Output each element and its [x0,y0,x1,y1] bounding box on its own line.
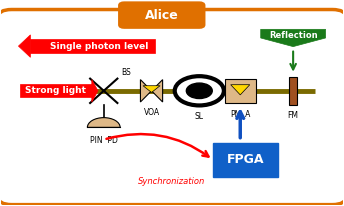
Circle shape [186,83,212,98]
FancyBboxPatch shape [213,143,278,177]
Wedge shape [87,118,120,127]
Text: FM: FM [288,111,299,120]
Polygon shape [143,86,160,92]
Circle shape [175,76,224,105]
Text: Strong light: Strong light [25,86,86,95]
FancyBboxPatch shape [0,9,344,205]
Polygon shape [225,79,256,103]
Text: PM_A: PM_A [230,109,250,118]
FancyArrowPatch shape [106,134,208,157]
Polygon shape [30,40,155,53]
Polygon shape [261,29,325,47]
Polygon shape [19,35,30,57]
Polygon shape [151,80,163,102]
Text: SL: SL [195,111,204,121]
Text: Synchronization: Synchronization [138,177,206,186]
Polygon shape [231,85,250,95]
Text: PIN  PD: PIN PD [90,136,118,145]
Polygon shape [140,80,151,102]
Polygon shape [92,80,98,102]
Text: FPGA: FPGA [227,153,264,166]
Polygon shape [20,84,92,97]
Text: BS: BS [121,68,131,77]
Text: Reflection: Reflection [269,32,318,40]
FancyBboxPatch shape [119,2,204,28]
Text: VOA: VOA [143,108,160,117]
Text: Single photon level: Single photon level [50,42,149,51]
Text: Alice: Alice [145,9,179,22]
Polygon shape [289,77,297,105]
